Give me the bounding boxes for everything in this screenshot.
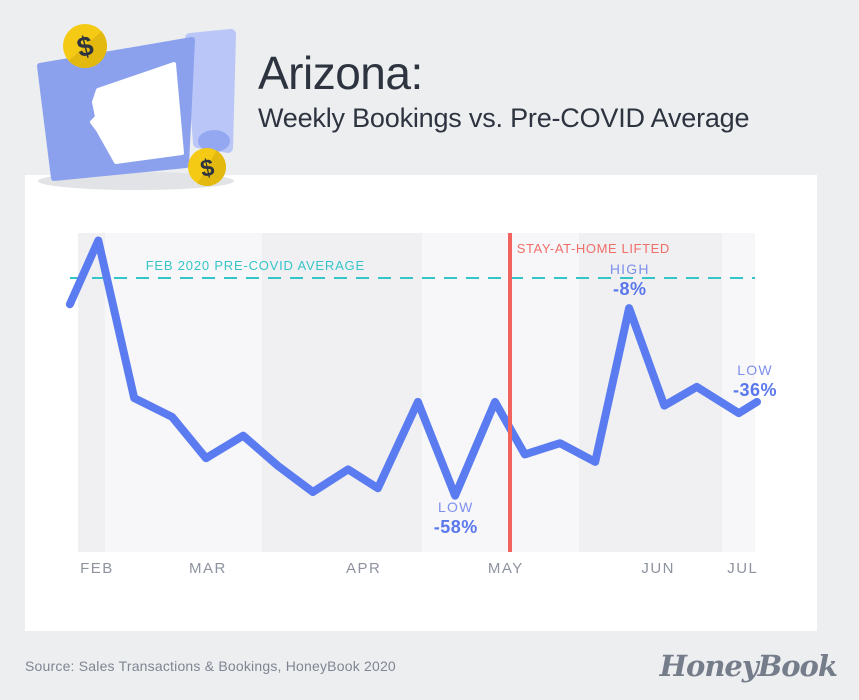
bookings-line-series — [65, 236, 761, 500]
month-band — [262, 233, 422, 552]
scroll-curl-icon — [198, 130, 230, 152]
annotation-high-jun: HIGH -8% — [609, 261, 650, 300]
dollar-coin-top: $ — [63, 24, 107, 68]
x-axis-label-jun: JUN — [641, 560, 676, 577]
annotation-label: LOW — [438, 499, 474, 515]
footer: Source: Sales Transactions & Bookings, H… — [0, 631, 859, 700]
stay-at-home-lifted-line — [507, 233, 512, 552]
x-axis-label-feb: FEB — [80, 560, 114, 577]
x-axis-label-mar: MAR — [189, 560, 227, 577]
source-note: Source: Sales Transactions & Bookings, H… — [25, 657, 396, 674]
dollar-coin-bottom: $ — [188, 148, 226, 186]
arizona-map-graphic: $ $ — [37, 24, 236, 190]
annotation-value: -58% — [433, 517, 478, 537]
x-axis-label-jul: JUL — [727, 560, 759, 577]
month-band — [578, 233, 722, 552]
header-banner: $ $ Arizona: Weekly Bookings vs. Pre-COV… — [0, 0, 859, 190]
x-axis-label-may: MAY — [487, 560, 524, 577]
dollar-icon: $ — [198, 154, 217, 183]
annotation-value: -36% — [732, 380, 778, 400]
annotation-value: -8% — [612, 279, 647, 299]
month-band — [78, 233, 106, 552]
annotation-label: HIGH — [609, 261, 650, 277]
arizona-map-illustration: $ $ — [28, 8, 248, 203]
annotation-label: LOW — [737, 362, 773, 378]
honeybook-logo: HoneyBook — [659, 648, 838, 683]
arizona-state-shape — [90, 62, 184, 164]
x-axis-label-apr: APR — [346, 560, 382, 577]
chart-card: FEB 2020 PRE-COVID AVERAGE STAY-AT-HOME … — [25, 175, 817, 631]
pre-covid-average-label: FEB 2020 PRE-COVID AVERAGE — [145, 258, 365, 273]
annotation-low-jul: LOW -36% — [732, 362, 778, 401]
page-title: Arizona: — [258, 47, 423, 99]
pre-covid-average-dashed-line — [70, 277, 755, 280]
annotation-low-apr: LOW -58% — [433, 499, 478, 538]
stay-at-home-lifted-label: STAY-AT-HOME LIFTED — [516, 241, 670, 256]
scroll-roll — [185, 29, 236, 153]
title-block: Arizona: Weekly Bookings vs. Pre-COVID A… — [258, 47, 750, 134]
plot-area: FEB 2020 PRE-COVID AVERAGE STAY-AT-HOME … — [65, 233, 777, 577]
bookings-polyline — [65, 236, 761, 500]
page-subtitle: Weekly Bookings vs. Pre-COVID Average — [258, 102, 750, 133]
